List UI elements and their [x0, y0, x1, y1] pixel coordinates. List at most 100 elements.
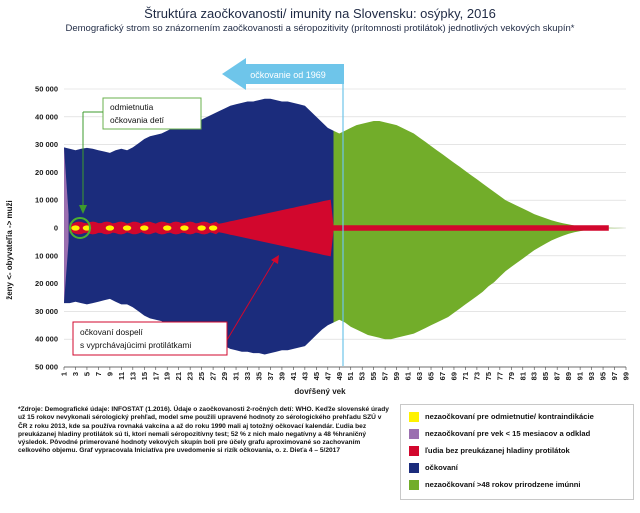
x-tick-label: 65 — [427, 372, 436, 380]
x-tick-label: 67 — [438, 372, 447, 380]
refusal-pointer-head — [79, 205, 87, 214]
x-tick-label: 35 — [254, 372, 263, 380]
series-refusal-mark — [163, 225, 172, 231]
x-tick-label: 1 — [60, 372, 69, 376]
x-tick-label: 21 — [174, 372, 183, 380]
legend-label: nezaočkovaní pre odmietnutie/ kontraindi… — [425, 412, 594, 421]
chart-subtitle: Demografický strom so znázornením zaočko… — [65, 23, 575, 34]
adults-pointer — [226, 257, 277, 341]
x-tick-label: 51 — [346, 372, 355, 380]
adults-box — [72, 321, 228, 356]
legend-item: očkovaní — [409, 459, 633, 476]
legend-item: nezaočkovaní >48 rokov prirodzene imúnni — [409, 476, 633, 493]
x-tick-label: 37 — [266, 372, 275, 380]
x-tick-label: 31 — [232, 372, 241, 380]
refusal-annotation: odmietnutia očkovania detí — [69, 97, 202, 239]
x-axis-title: dovŕšený vek — [294, 387, 346, 396]
x-tick-label: 87 — [553, 372, 562, 380]
y-axis-ticks: 50 000 40 000 30 000 20 000 10 000 0 10 000 20 … — [35, 85, 58, 372]
x-tick-label: 9 — [105, 372, 114, 376]
adults-annotation: očkovaní dospelí s vyprchávajúcimi proti… — [72, 255, 279, 356]
refusal-label-line-2: očkovania detí — [110, 115, 165, 125]
x-tick-label: 53 — [358, 372, 367, 380]
x-tick-label: 5 — [82, 372, 91, 376]
x-tick-label: 17 — [151, 372, 160, 380]
series-refusal-mark — [180, 225, 189, 231]
x-tick-label: 49 — [335, 372, 344, 380]
y-axis-title: ženy <- obyvateľia -> muži — [5, 200, 14, 300]
refusal-label-line-1: odmietnutia — [110, 102, 154, 112]
x-tick-label: 71 — [461, 372, 470, 380]
series-no-antibodies-area — [69, 199, 609, 257]
x-tick-label: 69 — [449, 372, 458, 380]
legend-swatch-purple — [409, 428, 419, 439]
x-tick-label: 61 — [404, 372, 413, 380]
x-tick-label: 89 — [564, 372, 573, 380]
adults-label-line-2: s vyprchávajúcimi protilátkami — [80, 340, 191, 350]
chart-title: Štruktúra zaočkovanosti/ imunity na Slov… — [144, 6, 496, 21]
x-tick-label: 79 — [507, 372, 516, 380]
series-infants-area — [64, 147, 69, 304]
y-tick-label: 20 000 — [35, 279, 58, 288]
legend-label: očkovaní — [425, 463, 458, 472]
legend-swatch-yellow — [409, 411, 419, 422]
source-footnote: *Zdroje: Demografické údaje: INFOSTAT (1… — [18, 406, 389, 455]
refusal-highlight-circle — [69, 217, 91, 239]
y-tick-label: 50 000 — [35, 363, 58, 372]
adults-label-line-1: očkovaní dospelí — [80, 327, 144, 337]
vaccination-arrow: očkovanie od 1969 — [222, 58, 344, 366]
legend-item: nezaočkovaní pre vek < 15 mesiacov a odk… — [409, 425, 633, 442]
legend-label: nezaočkovaní pre vek < 15 mesiacov a odk… — [425, 429, 591, 438]
x-tick-label: 27 — [209, 372, 218, 380]
series-refusal-mark — [197, 225, 206, 231]
y-tick-label: 50 000 — [35, 85, 58, 94]
y-tick-label: 0 — [54, 224, 58, 233]
legend-swatch-navy — [409, 462, 419, 473]
series-refusal-mark — [105, 225, 115, 231]
legend-label: nezaočkovaní >48 rokov prirodzene imúnni — [425, 480, 581, 489]
y-tick-label: 40 000 — [35, 335, 58, 344]
y-tick-label: 10 000 — [35, 251, 58, 260]
x-tick-label: 55 — [369, 372, 378, 380]
x-tick-label: 43 — [300, 372, 309, 380]
y-tick-label: 10 000 — [35, 196, 58, 205]
x-tick-label: 99 — [622, 372, 631, 380]
x-tick-label: 23 — [186, 372, 195, 380]
y-tick-label: 30 000 — [35, 140, 58, 149]
x-tick-label: 91 — [576, 372, 585, 380]
x-tick-label: 13 — [128, 372, 137, 380]
refusal-box — [102, 97, 202, 130]
x-tick-label: 77 — [495, 372, 504, 380]
legend: nezaočkovaní pre odmietnutie/ kontraindi… — [400, 404, 634, 500]
x-tick-label: 59 — [392, 372, 401, 380]
x-tick-label: 41 — [289, 372, 298, 380]
x-tick-label: 83 — [530, 372, 539, 380]
x-tick-label: 57 — [381, 372, 390, 380]
x-tick-label: 29 — [220, 372, 229, 380]
x-tick-label: 33 — [243, 372, 252, 380]
overlay-marks — [64, 147, 609, 304]
x-tick-label: 7 — [94, 372, 103, 376]
x-tick-label: 93 — [587, 372, 596, 380]
series-refusal-mark — [122, 225, 132, 231]
x-tick-label: 25 — [197, 372, 206, 380]
x-tick-label: 63 — [415, 372, 424, 380]
x-tick-label: 95 — [599, 372, 608, 380]
vaccination-arrow-shape — [222, 58, 344, 90]
adults-pointer-head — [271, 255, 279, 264]
x-tick-label: 47 — [323, 372, 332, 380]
x-tick-label: 73 — [472, 372, 481, 380]
x-axis-ticks: 1 3 5 7 9 11 13 15 17 19 21 23 25 27 29 31 33 35 37 39 41 43 4… — [60, 367, 631, 380]
y-tick-label: 20 000 — [35, 168, 58, 177]
y-tick-label: 40 000 — [35, 112, 58, 121]
legend-item: ľudia bez preukázanej hladiny protilátok — [409, 442, 633, 459]
x-tick-label: 45 — [312, 372, 321, 380]
legend-swatch-green — [409, 479, 419, 490]
vaccination-arrow-label: očkovanie od 1969 — [250, 70, 326, 80]
series-refusal-mark — [208, 225, 218, 231]
series-refusal-mark — [140, 225, 149, 231]
x-tick-label: 85 — [541, 372, 550, 380]
y-tick-label: 30 000 — [35, 307, 58, 316]
x-tick-label: 19 — [163, 372, 172, 380]
x-tick-label: 11 — [117, 372, 126, 380]
